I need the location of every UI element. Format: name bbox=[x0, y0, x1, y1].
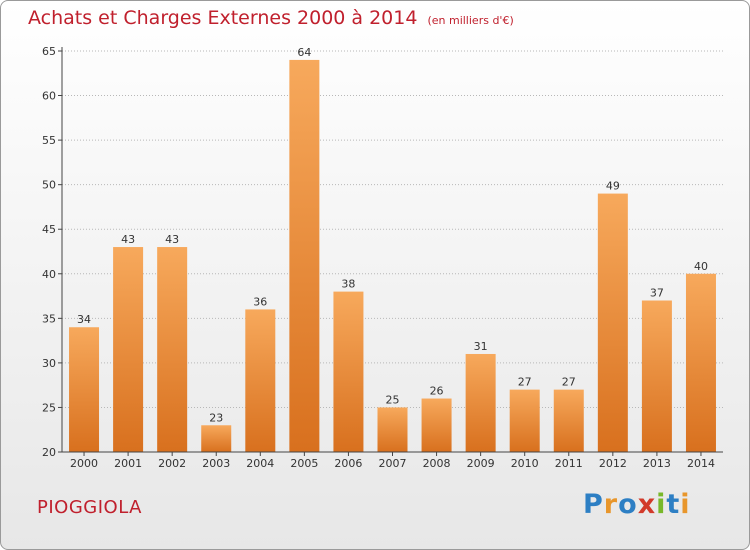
data-label: 36 bbox=[253, 295, 267, 308]
x-tick-label: 2005 bbox=[290, 457, 318, 470]
x-tick-label: 2000 bbox=[70, 457, 98, 470]
data-label: 64 bbox=[297, 46, 311, 59]
bar-2011[interactable] bbox=[553, 389, 584, 452]
bar-2005[interactable] bbox=[289, 59, 320, 453]
title-unit: (en milliers d'€) bbox=[427, 14, 514, 27]
data-label: 31 bbox=[474, 340, 488, 353]
data-label: 27 bbox=[562, 376, 576, 389]
data-label: 23 bbox=[209, 411, 223, 424]
data-label: 37 bbox=[650, 287, 664, 300]
x-tick-label: 2001 bbox=[114, 457, 142, 470]
y-tick-label: 20 bbox=[42, 446, 56, 459]
bar-2002[interactable] bbox=[157, 247, 188, 452]
logo-letter: i bbox=[680, 489, 691, 520]
x-tick-label: 2004 bbox=[246, 457, 274, 470]
bar-2004[interactable] bbox=[245, 309, 276, 452]
x-tick-label: 2011 bbox=[555, 457, 583, 470]
data-label: 34 bbox=[77, 313, 91, 326]
x-tick-label: 2012 bbox=[599, 457, 627, 470]
logo-letter: x bbox=[637, 489, 657, 520]
data-label: 38 bbox=[341, 278, 355, 291]
data-label: 49 bbox=[606, 180, 620, 193]
data-label: 27 bbox=[518, 376, 532, 389]
y-tick-label: 35 bbox=[42, 312, 56, 325]
bar-2012[interactable] bbox=[597, 193, 628, 453]
title-text: Achats et Charges Externes 2000 à 2014 bbox=[28, 7, 418, 29]
bar-2013[interactable] bbox=[641, 300, 672, 452]
bar-chart: 34 43 43 23 36 64 38 25 26 31 27 27 49 37 40 20 25 30 35 4… bbox=[42, 45, 723, 470]
y-tick-label: 40 bbox=[42, 268, 56, 281]
x-tick-label: 2008 bbox=[423, 457, 451, 470]
x-tick-label: 2006 bbox=[334, 457, 362, 470]
y-tick-label: 65 bbox=[42, 45, 56, 58]
bar-2009[interactable] bbox=[465, 353, 496, 452]
bar-2008[interactable] bbox=[421, 398, 452, 452]
bar-2007[interactable] bbox=[377, 407, 408, 452]
logo-letter: t bbox=[666, 489, 681, 520]
bar-2003[interactable] bbox=[201, 425, 232, 452]
data-labels: 34 43 43 23 36 64 38 25 26 31 27 27 49 37 40 bbox=[77, 46, 708, 424]
data-label: 25 bbox=[386, 393, 400, 406]
x-tick-label: 2009 bbox=[467, 457, 495, 470]
bars bbox=[69, 59, 716, 453]
bar-2000[interactable] bbox=[69, 327, 100, 452]
x-tick-label: 2002 bbox=[158, 457, 186, 470]
data-label: 43 bbox=[165, 233, 179, 246]
data-label: 43 bbox=[121, 233, 135, 246]
axes: 20 25 30 35 40 45 50 55 60 65 2000 2001 2002 2003 2004… bbox=[42, 45, 723, 470]
logo-letter: i bbox=[656, 489, 667, 520]
bar-2001[interactable] bbox=[113, 247, 144, 452]
proxiti-logo[interactable]: Proxiti bbox=[583, 489, 691, 520]
x-tick-label: 2003 bbox=[202, 457, 230, 470]
data-label: 40 bbox=[694, 260, 708, 273]
logo-letter: o bbox=[618, 489, 638, 520]
y-tick-label: 60 bbox=[42, 90, 56, 103]
bar-2014[interactable] bbox=[685, 273, 716, 452]
logo-letter: P bbox=[583, 489, 604, 520]
chart-title: Achats et Charges Externes 2000 à 2014 (e… bbox=[28, 7, 514, 29]
data-label: 26 bbox=[430, 385, 444, 398]
y-tick-label: 25 bbox=[42, 401, 56, 414]
bar-2006[interactable] bbox=[333, 291, 364, 452]
x-tick-label: 2007 bbox=[379, 457, 407, 470]
x-tick-label: 2014 bbox=[687, 457, 715, 470]
commune-name: PIOGGIOLA bbox=[37, 497, 142, 518]
y-tick-label: 45 bbox=[42, 223, 56, 236]
bar-2010[interactable] bbox=[509, 389, 540, 452]
y-tick-label: 55 bbox=[42, 134, 56, 147]
y-tick-label: 30 bbox=[42, 357, 56, 370]
x-tick-label: 2010 bbox=[511, 457, 539, 470]
y-tick-label: 50 bbox=[42, 179, 56, 192]
logo-letter: r bbox=[603, 489, 619, 520]
x-tick-label: 2013 bbox=[643, 457, 671, 470]
